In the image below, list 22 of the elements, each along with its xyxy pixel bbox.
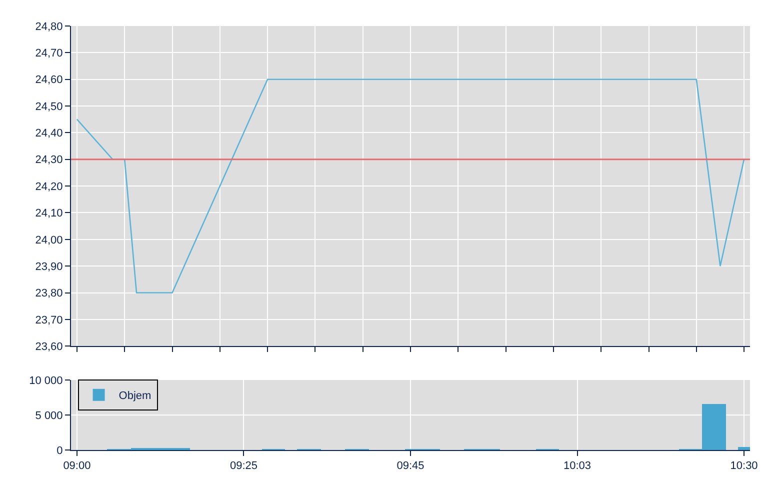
y-tick-label: 23,80	[35, 288, 63, 300]
y-tick-label: 24,60	[35, 74, 63, 86]
y-tick-label: 24,30	[35, 154, 63, 166]
x-tick-label: 09:45	[396, 460, 424, 472]
y-tick-label: 23,90	[35, 260, 63, 273]
y-tick-label: 24,40	[35, 128, 63, 140]
y-tick-label: 24,00	[35, 234, 63, 246]
y-tick-label: 24,10	[35, 208, 63, 220]
y-tick-label: 10 000	[29, 374, 63, 387]
y-tick-label: 24,80	[35, 20, 63, 33]
y-tick-label: 23,70	[35, 314, 63, 326]
x-tick-label: 10:30	[730, 460, 758, 472]
y-tick-label: 5 000	[35, 410, 63, 422]
x-tick-label: 10:03	[564, 460, 592, 472]
y-tick-label: 24,50	[35, 100, 63, 113]
legend-label: Objem	[118, 390, 152, 402]
y-tick-label: 24,70	[35, 48, 63, 60]
y-tick-label: 23,60	[35, 340, 63, 353]
x-tick-label: 09:25	[230, 460, 258, 472]
y-tick-label: 0	[56, 444, 63, 457]
x-tick-label: 09:00	[63, 460, 91, 472]
y-tick-label: 24,20	[35, 180, 63, 193]
